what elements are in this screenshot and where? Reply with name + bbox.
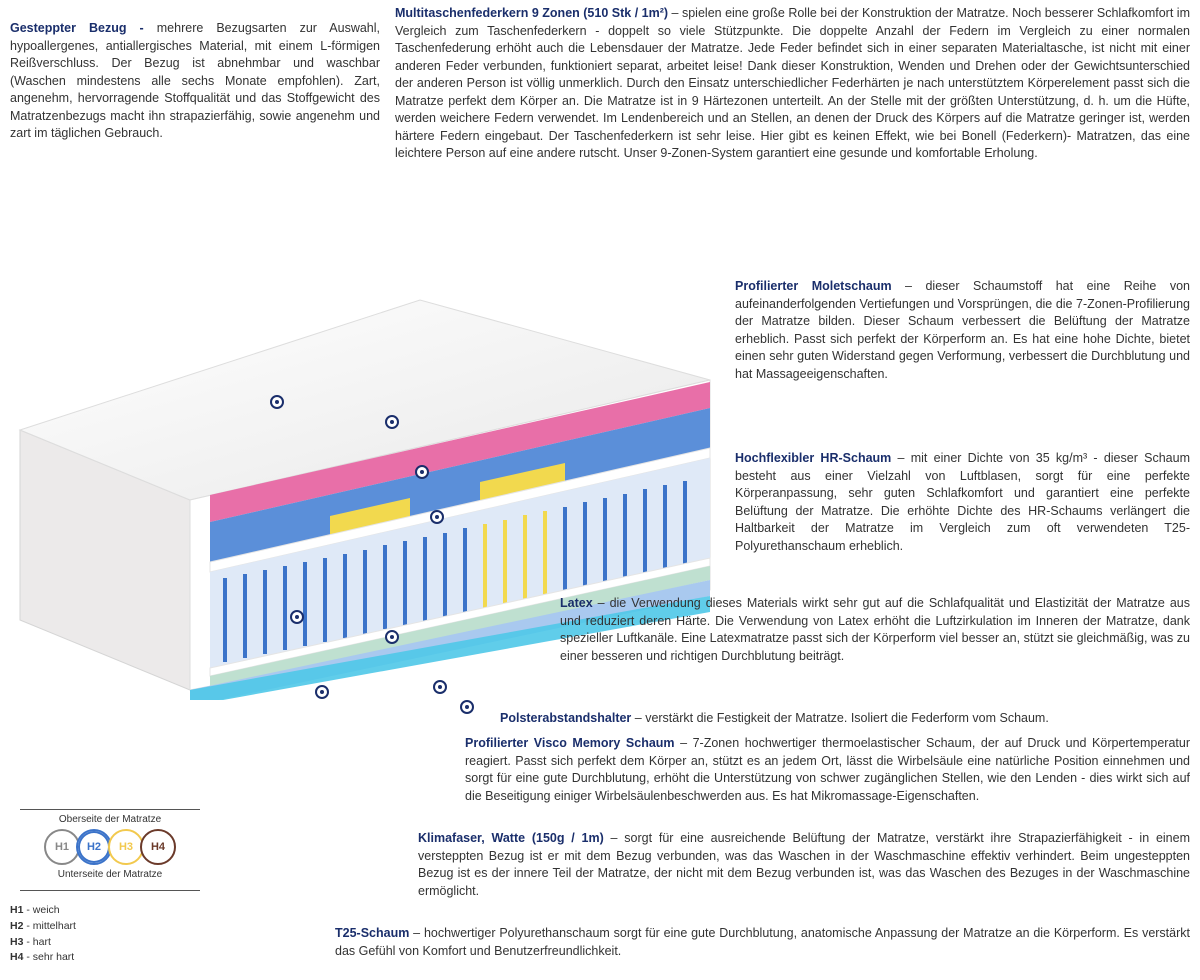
- hr-body: – mit einer Dichte von 35 kg/m³ - dieser…: [735, 451, 1190, 553]
- legend-top-label: Oberseite der Matratze: [10, 814, 210, 825]
- spring-title: Multitaschenfederkern 9 Zonen (510 Stk /…: [395, 6, 668, 20]
- latex-body: – die Verwendung dieses Materials wirkt …: [560, 596, 1190, 663]
- legend-item: H3 - hart: [10, 935, 210, 951]
- spacer-body: – verstärkt die Festigkeit der Matratze.…: [631, 711, 1049, 725]
- molet-title: Profilierter Moletschaum: [735, 279, 892, 293]
- section-cover: Gesteppter Bezug - mehrere Bezugsarten z…: [10, 20, 380, 143]
- section-spacer: Polsterabstandshalter – verstärkt die Fe…: [500, 710, 1190, 728]
- section-t25: T25-Schaum – hochwertiger Polyurethansch…: [335, 925, 1190, 960]
- spacer-title: Polsterabstandshalter: [500, 711, 631, 725]
- callout-dot-spring: [385, 415, 399, 429]
- legend-circle: H4: [140, 829, 176, 865]
- callout-dot-spacer: [290, 610, 304, 624]
- latex-title: Latex: [560, 596, 593, 610]
- firmness-legend: Oberseite der Matratze H1H2H3H4 Untersei…: [10, 805, 210, 966]
- callout-dot-cover: [270, 395, 284, 409]
- section-hr: Hochflexibler HR-Schaum – mit einer Dich…: [735, 450, 1190, 555]
- legend-bottom-label: Unterseite der Matratze: [10, 869, 210, 880]
- section-visco: Profilierter Visco Memory Schaum – 7-Zon…: [465, 735, 1190, 805]
- section-molet: Profilierter Moletschaum – dieser Schaum…: [735, 278, 1190, 383]
- t25-title: T25-Schaum: [335, 926, 409, 940]
- section-spring: Multitaschenfederkern 9 Zonen (510 Stk /…: [395, 5, 1190, 163]
- callout-dot-latex: [385, 630, 399, 644]
- cover-title: Gesteppter Bezug -: [10, 21, 157, 35]
- spring-body: – spielen eine große Rolle bei der Konst…: [395, 6, 1190, 160]
- section-latex: Latex – die Verwendung dieses Materials …: [560, 595, 1190, 665]
- visco-title: Profilierter Visco Memory Schaum: [465, 736, 675, 750]
- molet-body: – dieser Schaumstoff hat eine Reihe von …: [735, 279, 1190, 381]
- t25-body: – hochwertiger Polyurethanschaum sorgt f…: [335, 926, 1190, 958]
- callout-dot-klima: [460, 700, 474, 714]
- section-klima: Klimafaser, Watte (150g / 1m) – sorgt fü…: [418, 830, 1190, 900]
- legend-circle: H1: [44, 829, 80, 865]
- klima-title: Klimafaser, Watte (150g / 1m): [418, 831, 604, 845]
- hr-title: Hochflexibler HR-Schaum: [735, 451, 891, 465]
- cover-body: mehrere Bezugsarten zur Auswahl, hypoall…: [10, 21, 380, 140]
- callout-dot-visco: [433, 680, 447, 694]
- legend-item: H4 - sehr hart: [10, 950, 210, 966]
- callout-dot-molet: [415, 465, 429, 479]
- callout-dot-hr: [430, 510, 444, 524]
- legend-circle: H2: [76, 829, 112, 865]
- legend-item: H2 - mittelhart: [10, 919, 210, 935]
- legend-circle: H3: [108, 829, 144, 865]
- callout-dot-t25: [315, 685, 329, 699]
- legend-item: H1 - weich: [10, 903, 210, 919]
